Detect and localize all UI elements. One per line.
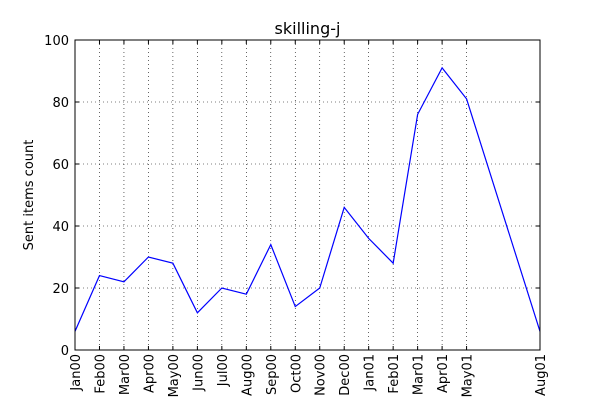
y-tick-label: 80: [52, 96, 69, 111]
grid-lines: [75, 40, 540, 350]
x-tick-label: Jul00: [216, 354, 231, 387]
plot-frame: [74, 39, 541, 351]
x-tick-label: Dec00: [338, 354, 353, 396]
y-tick-label: 100: [44, 34, 69, 49]
x-tick-label: May01: [461, 354, 476, 397]
x-tick-label: Feb01: [387, 354, 402, 394]
x-tick-label: Aug00: [240, 354, 255, 396]
y-axis-tick-labels: 0 20 40 60 80 100: [44, 34, 69, 359]
x-tick-label: Apr01: [436, 354, 451, 393]
x-tick-label: Mar00: [118, 354, 133, 395]
x-tick-label: Sep00: [265, 354, 280, 395]
x-tick-label: Nov00: [314, 354, 329, 396]
x-tick-label: Feb00: [93, 354, 108, 394]
y-tick-label: 40: [52, 220, 69, 235]
chart-title: skilling-j: [275, 19, 341, 38]
series-layer: [74, 66, 541, 332]
x-tick-label: Jan01: [363, 354, 378, 392]
x-tick-label: May00: [167, 354, 182, 397]
y-tick-label: 20: [52, 282, 69, 297]
axis-ticks: [74, 39, 541, 351]
x-tick-label: Apr00: [142, 354, 157, 393]
x-tick-label: Aug01: [534, 354, 549, 396]
x-tick-label: Jun00: [191, 354, 206, 392]
x-tick-label: Oct00: [289, 354, 304, 393]
x-tick-label: Jan00: [69, 354, 84, 392]
y-axis-label: Sent items count: [22, 140, 37, 251]
x-tick-label: Mar01: [412, 354, 427, 395]
y-tick-label: 0: [61, 344, 69, 359]
y-tick-label: 60: [52, 158, 69, 173]
x-axis-tick-labels: Jan00 Feb00 Mar00 Apr00 May00 Jun00 Jul00 Aug00…: [69, 354, 549, 397]
series-line: [74, 66, 541, 332]
